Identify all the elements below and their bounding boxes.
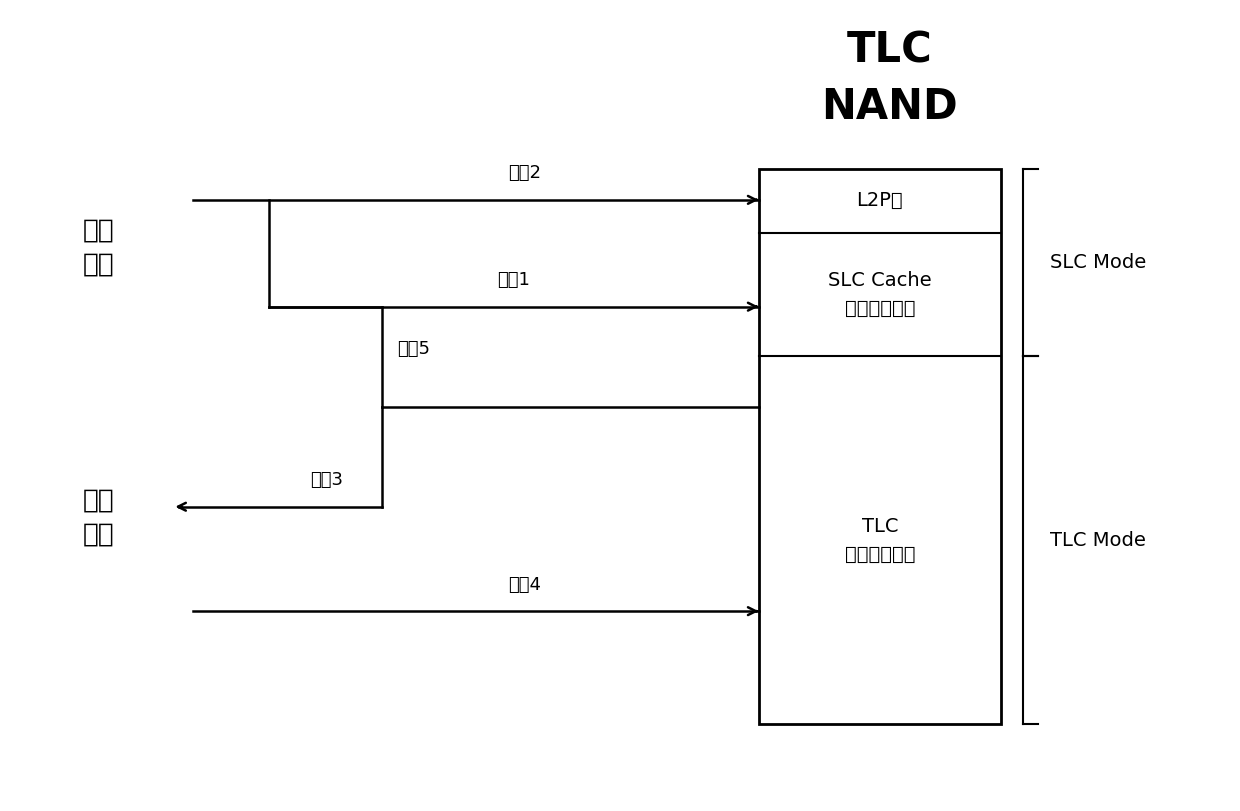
- Text: 步骤2: 步骤2: [508, 165, 542, 182]
- Text: SLC Cache
（用户数据）: SLC Cache （用户数据）: [828, 271, 931, 318]
- Text: 步骤4: 步骤4: [508, 576, 542, 594]
- Text: 主机
数据: 主机 数据: [83, 217, 115, 277]
- Text: 步骤1: 步骤1: [497, 271, 531, 290]
- Text: NAND: NAND: [821, 86, 959, 127]
- Text: 数据
搜移: 数据 搜移: [83, 487, 115, 547]
- Bar: [759, 169, 1002, 724]
- Text: TLC
（用户数据）: TLC （用户数据）: [844, 517, 915, 564]
- Text: SLC Mode: SLC Mode: [1050, 253, 1147, 272]
- Text: L2P表: L2P表: [857, 191, 903, 210]
- Text: 步骤5: 步骤5: [397, 340, 430, 358]
- Text: TLC: TLC: [847, 30, 932, 72]
- Text: 步骤3: 步骤3: [310, 471, 342, 489]
- Text: TLC Mode: TLC Mode: [1050, 530, 1146, 550]
